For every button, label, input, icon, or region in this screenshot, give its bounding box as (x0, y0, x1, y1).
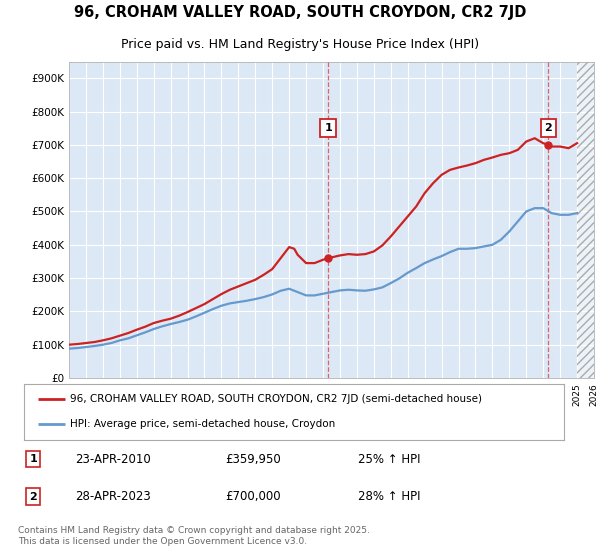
Bar (577, 62, 594, 378)
Text: 25% ↑ HPI: 25% ↑ HPI (358, 452, 420, 465)
Text: 1: 1 (324, 123, 332, 133)
Text: 28-APR-2023: 28-APR-2023 (76, 491, 151, 503)
Text: HPI: Average price, semi-detached house, Croydon: HPI: Average price, semi-detached house,… (70, 419, 335, 430)
Text: 28% ↑ HPI: 28% ↑ HPI (358, 491, 420, 503)
Text: £700,000: £700,000 (225, 491, 281, 503)
Text: 96, CROHAM VALLEY ROAD, SOUTH CROYDON, CR2 7JD (semi-detached house): 96, CROHAM VALLEY ROAD, SOUTH CROYDON, C… (70, 394, 482, 404)
Bar (577, 62, 594, 378)
Text: 2: 2 (29, 492, 37, 502)
Text: 2: 2 (544, 123, 552, 133)
Text: £359,950: £359,950 (225, 452, 281, 465)
Text: 1: 1 (29, 454, 37, 464)
Text: 96, CROHAM VALLEY ROAD, SOUTH CROYDON, CR2 7JD: 96, CROHAM VALLEY ROAD, SOUTH CROYDON, C… (74, 6, 526, 20)
Text: Price paid vs. HM Land Registry's House Price Index (HPI): Price paid vs. HM Land Registry's House … (121, 38, 479, 50)
Text: Contains HM Land Registry data © Crown copyright and database right 2025.
This d: Contains HM Land Registry data © Crown c… (18, 526, 370, 545)
Text: 23-APR-2010: 23-APR-2010 (76, 452, 151, 465)
